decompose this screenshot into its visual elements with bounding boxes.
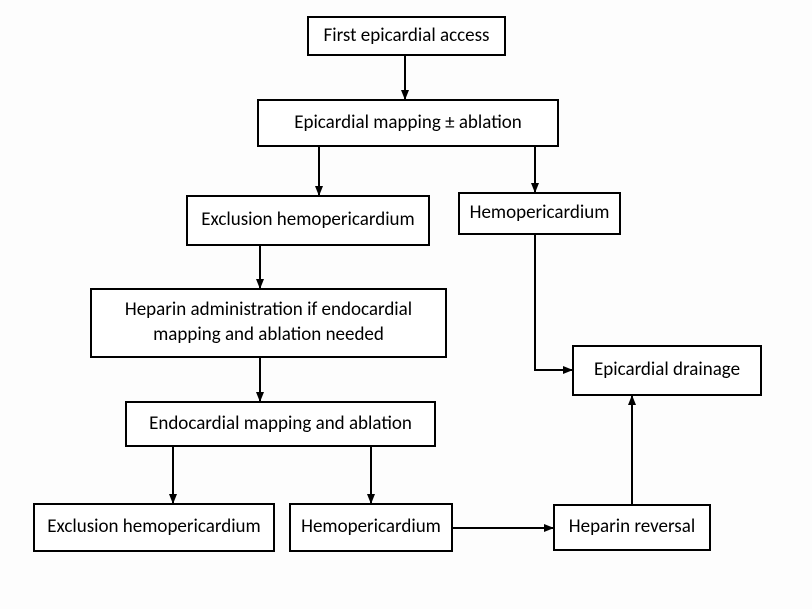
- node-n5: Heparin administration if endocardial ma…: [90, 288, 447, 358]
- node-n3: Exclusion hemopericardium: [186, 195, 430, 246]
- node-n7: Exclusion hemopericardium: [33, 503, 275, 552]
- node-n4: Hemopericardium: [458, 192, 621, 235]
- node-n1: First epicardial access: [307, 16, 506, 56]
- node-n6: Endocardial mapping and ablation: [125, 401, 436, 447]
- edge-n4-n10: [535, 235, 572, 370]
- node-n2: Epicardial mapping ± ablation: [257, 99, 559, 147]
- node-n8: Hemopericardium: [289, 503, 453, 552]
- node-n10: Epicardial drainage: [572, 345, 762, 396]
- node-n9: Heparin reversal: [553, 504, 711, 551]
